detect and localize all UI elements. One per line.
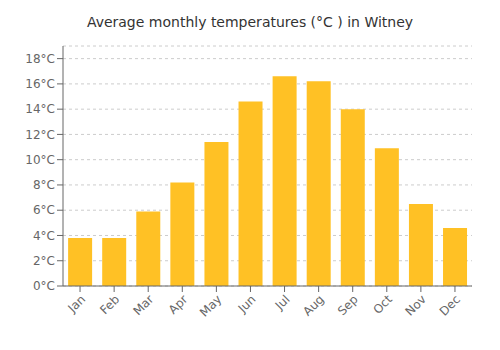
svg-text:6°C: 6°C [33, 203, 55, 217]
svg-text:Sep: Sep [335, 292, 361, 318]
svg-text:12°C: 12°C [25, 128, 55, 142]
svg-text:Feb: Feb [97, 292, 122, 317]
svg-text:Jan: Jan [64, 292, 88, 316]
svg-text:16°C: 16°C [25, 77, 55, 91]
svg-text:Jul: Jul [272, 292, 293, 313]
svg-text:8°C: 8°C [33, 178, 55, 192]
svg-text:18°C: 18°C [25, 52, 55, 66]
svg-text:Aug: Aug [300, 292, 326, 318]
svg-text:Dec: Dec [437, 292, 463, 318]
html-text:Average monthly temperatures (: Average monthly temperatures (°C ) in Wi… [86, 14, 414, 30]
svg-text:4°C: 4°C [33, 229, 55, 243]
svg-text:Apr: Apr [166, 292, 191, 317]
svg-text:Mar: Mar [130, 292, 156, 318]
svg-text:14°C: 14°C [25, 102, 55, 116]
svg-text:Oct: Oct [370, 292, 395, 317]
svg-text:Jun: Jun [235, 292, 259, 316]
svg-text:May: May [197, 292, 224, 319]
svg-text:10°C: 10°C [25, 153, 55, 167]
svg-text:0°C: 0°C [33, 279, 55, 293]
svg-text:Nov: Nov [403, 292, 429, 318]
svg-text:2°C: 2°C [33, 254, 55, 268]
